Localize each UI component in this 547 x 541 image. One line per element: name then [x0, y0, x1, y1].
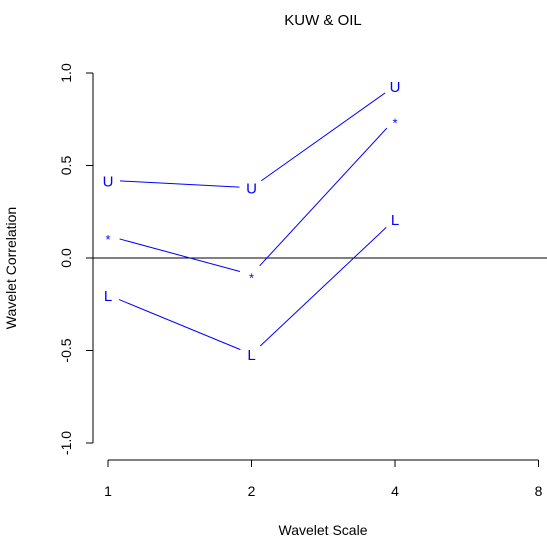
series-segment [260, 92, 386, 182]
series-segment [259, 127, 388, 267]
series-point-marker: U [246, 181, 257, 198]
series-point-marker: * [249, 271, 254, 286]
series-point-marker: U [390, 79, 401, 96]
x-axis-label: Wavelet Scale [279, 522, 368, 538]
x-tick-label-1: 1 [104, 483, 112, 499]
series-point-marker: * [105, 232, 110, 247]
series-star: * * * [105, 115, 397, 285]
y-tick-label-0.5: 0.5 [58, 156, 74, 176]
y-ticks: -1.0 -0.5 0.0 0.5 1.0 [58, 63, 93, 455]
series-U: U U U [103, 79, 401, 198]
series-layer: U U U * * * L L L [103, 79, 401, 364]
chart-title: KUW & OIL [284, 12, 362, 29]
series-point-marker: L [391, 212, 399, 229]
series-point-marker: L [104, 288, 112, 305]
y-axis-label: Wavelet Correlation [3, 207, 19, 329]
series-point-marker: * [392, 115, 397, 130]
y-tick-label-1.0: 1.0 [58, 63, 74, 83]
y-tick-label--1.0: -1.0 [58, 431, 74, 455]
x-tick-label-8: 8 [535, 483, 543, 499]
y-tick-label--0.5: -0.5 [58, 338, 74, 362]
series-segment [259, 227, 387, 347]
series-segment [118, 299, 241, 351]
series-point-marker: U [103, 173, 114, 190]
series-segment [119, 238, 241, 272]
x-tick-label-4: 4 [391, 483, 399, 499]
y-tick-label-0.0: 0.0 [58, 248, 74, 268]
x-tick-label-2: 2 [248, 483, 256, 499]
series-segment [119, 180, 240, 188]
series-L: L L L [104, 212, 399, 364]
x-ticks: 1 2 4 8 [104, 460, 543, 499]
series-point-marker: L [247, 347, 255, 364]
axes-layer [92, 73, 539, 461]
